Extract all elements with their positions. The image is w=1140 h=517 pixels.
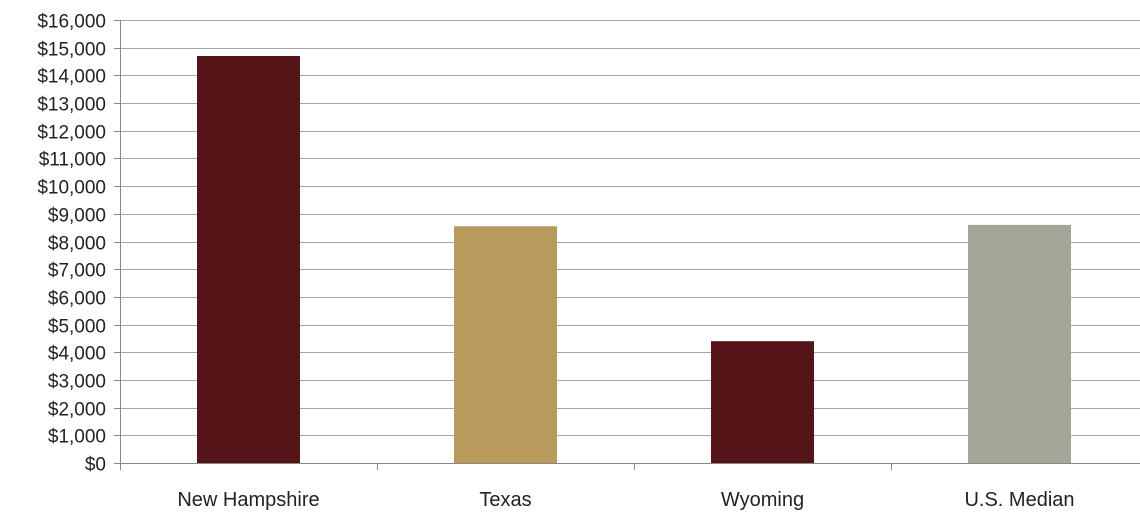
y-tick-label: $14,000 <box>37 67 106 88</box>
y-tick-label: $10,000 <box>37 178 106 199</box>
y-tick-label: $2,000 <box>48 400 106 421</box>
y-tick-label: $5,000 <box>48 317 106 338</box>
bars <box>197 55 1071 464</box>
x-tick-label: New Hampshire <box>177 489 319 511</box>
x-tick-label: Wyoming <box>721 489 804 511</box>
x-axis-tick-labels: New Hampshire Texas Wyoming U.S. Median <box>177 489 1074 511</box>
bar-texas <box>454 226 557 463</box>
y-tick-label: $7,000 <box>48 261 106 282</box>
bar-wyoming <box>711 341 814 463</box>
bar-new-hampshire <box>197 55 300 464</box>
x-tick-label: Texas <box>479 489 531 511</box>
x-tick-label: U.S. Median <box>964 489 1074 511</box>
bar-u-s-median <box>968 224 1071 463</box>
y-tick-label: $0 <box>85 455 106 476</box>
y-tick-label: $13,000 <box>37 95 106 116</box>
y-tick-label: $4,000 <box>48 344 106 365</box>
y-tick-label: $9,000 <box>48 206 106 227</box>
y-tick-label: $1,000 <box>48 427 106 448</box>
axes <box>114 20 1140 470</box>
y-tick-label: $6,000 <box>48 289 106 310</box>
y-tick-label: $8,000 <box>48 234 106 255</box>
y-tick-label: $15,000 <box>37 40 106 61</box>
y-axis-tick-labels: $0 $1,000 $2,000 $3,000 $4,000 $5,000 $6,000 $7… <box>37 12 106 476</box>
y-tick-label: $3,000 <box>48 372 106 393</box>
y-tick-label: $11,000 <box>39 150 106 171</box>
y-tick-label: $16,000 <box>37 12 106 33</box>
y-tick-label: $12,000 <box>37 123 106 144</box>
